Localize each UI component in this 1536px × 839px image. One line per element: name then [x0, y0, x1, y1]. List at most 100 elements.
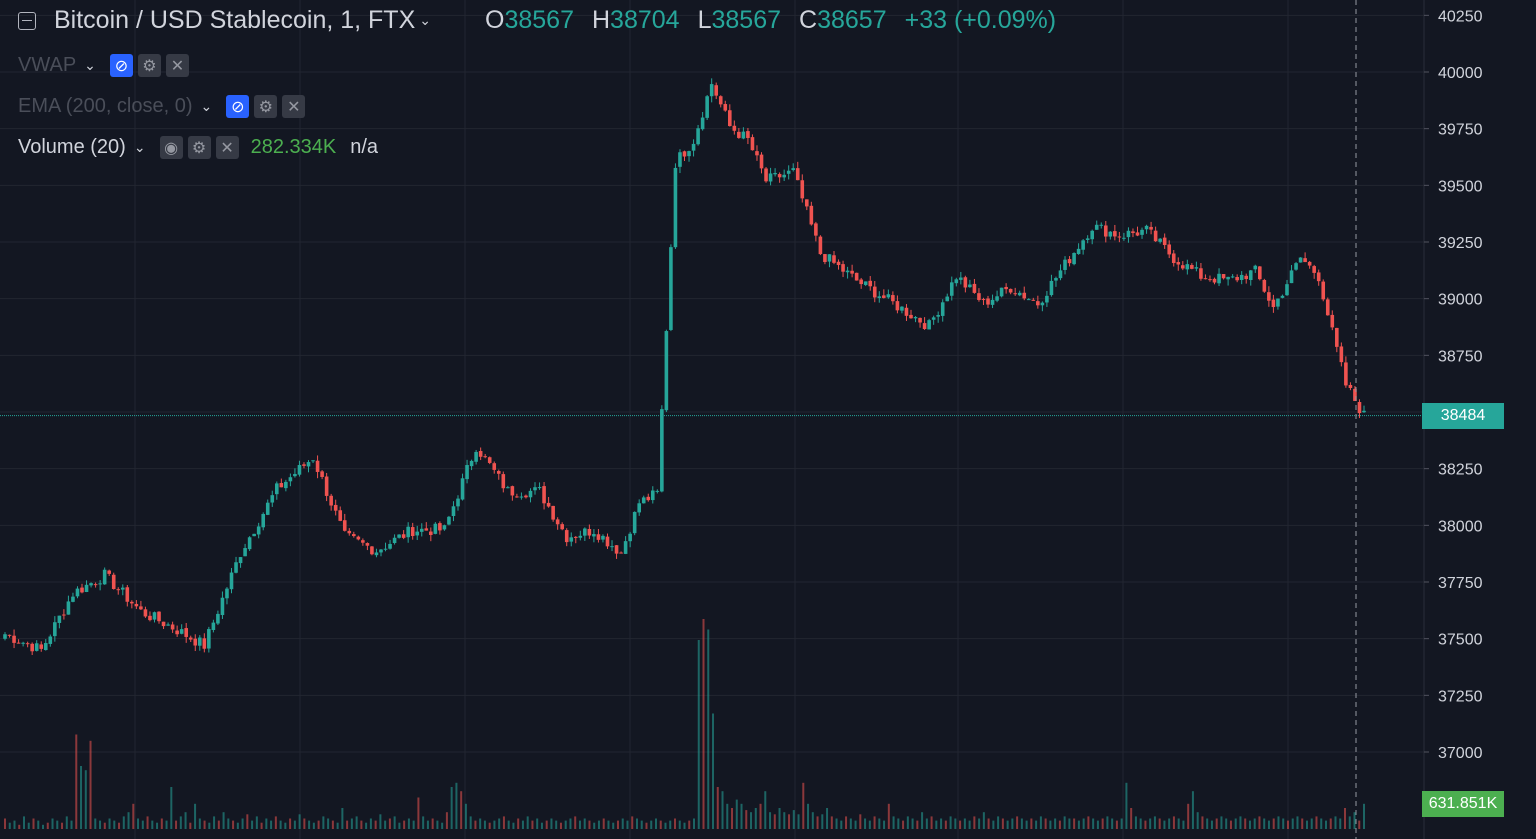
- ema-label[interactable]: EMA (200, close, 0): [18, 95, 193, 117]
- volume-bar: [1149, 818, 1152, 829]
- candle: [197, 635, 202, 651]
- candle: [1344, 356, 1348, 388]
- candle: [1131, 228, 1135, 238]
- eye-icon[interactable]: ◉: [159, 136, 183, 159]
- candle: [30, 642, 34, 656]
- indicator-ema[interactable]: EMA (200, close, 0) ⌄ ⊘ ⚙ ✕: [18, 95, 306, 118]
- settings-gear-icon[interactable]: ⚙: [137, 54, 161, 77]
- volume-bar: [312, 822, 315, 829]
- candle-body: [882, 295, 886, 298]
- chevron-down-icon[interactable]: ⌄: [133, 139, 146, 155]
- candle: [247, 536, 252, 552]
- indicator-vwap[interactable]: VWAP ⌄ ⊘ ⚙ ✕: [18, 54, 189, 77]
- settings-gear-icon[interactable]: ⚙: [254, 95, 278, 118]
- candle-body: [229, 572, 234, 590]
- candle-body: [1054, 278, 1058, 281]
- settings-gear-icon[interactable]: ⚙: [187, 136, 211, 159]
- vwap-label[interactable]: VWAP: [18, 54, 77, 76]
- volume-bar: [203, 820, 206, 829]
- volume-bar: [1310, 818, 1313, 829]
- candle: [927, 318, 931, 330]
- volume-bar: [42, 824, 45, 829]
- candle-body: [1353, 388, 1357, 401]
- volume-bar: [892, 816, 895, 829]
- candle-body: [1276, 298, 1280, 307]
- volume-bar: [1258, 816, 1261, 829]
- candle: [1113, 224, 1117, 241]
- visibility-off-icon[interactable]: ⊘: [226, 95, 250, 118]
- candle: [773, 168, 777, 177]
- candle-body: [524, 495, 528, 498]
- candle-body: [877, 296, 882, 298]
- candle-body: [252, 533, 256, 537]
- candle: [800, 174, 805, 203]
- volume-bar: [1068, 818, 1071, 829]
- candlesticks: [3, 78, 1366, 656]
- volume-bar: [1296, 816, 1299, 829]
- volume-bar: [46, 822, 49, 829]
- volume-bar: [488, 822, 491, 829]
- candle: [1185, 259, 1190, 275]
- chevron-down-icon[interactable]: ⌄: [84, 57, 96, 73]
- candle-body: [1339, 346, 1344, 363]
- candle-body: [619, 552, 623, 554]
- candle: [601, 534, 605, 543]
- candle: [637, 499, 641, 516]
- candle: [1294, 261, 1298, 271]
- volume-bar: [683, 822, 686, 829]
- price-axis[interactable]: 40250 40000 39750 39500 39250 39000 38750 38250…: [1424, 8, 1483, 762]
- axis-tick-label: 39750: [1438, 122, 1483, 139]
- volume-bar: [1020, 818, 1023, 829]
- volume-bar: [322, 816, 325, 829]
- candle: [515, 493, 519, 498]
- candle-body: [728, 110, 732, 127]
- candle: [1335, 327, 1339, 353]
- candle: [361, 538, 365, 546]
- candle: [854, 272, 859, 281]
- volume-bar: [137, 818, 140, 829]
- volume-bar: [1101, 818, 1104, 829]
- remove-close-icon[interactable]: ✕: [282, 95, 306, 118]
- candle-body: [918, 317, 922, 323]
- remove-close-icon[interactable]: ✕: [165, 54, 189, 77]
- chevron-down-icon[interactable]: ⌄: [419, 12, 431, 28]
- symbol-title[interactable]: Bitcoin / USD Stablecoin, 1, FTX: [54, 6, 416, 34]
- volume-label[interactable]: Volume (20): [18, 136, 126, 158]
- candle-body: [1122, 237, 1126, 239]
- volume-bar: [925, 818, 928, 829]
- remove-close-icon[interactable]: ✕: [215, 136, 239, 159]
- volume-bar: [51, 818, 54, 829]
- chevron-down-icon[interactable]: ⌄: [200, 98, 213, 114]
- candle-body: [48, 636, 53, 644]
- visibility-off-icon[interactable]: ⊘: [109, 54, 133, 77]
- volume-bar: [835, 818, 838, 829]
- candle-body: [1072, 253, 1076, 265]
- candle: [945, 293, 950, 302]
- candle-body: [755, 151, 759, 156]
- volume-bar: [1115, 820, 1118, 829]
- collapse-legend-icon[interactable]: [18, 11, 36, 30]
- candle-body: [66, 601, 71, 615]
- candle-body: [632, 511, 637, 534]
- volume-bar: [75, 734, 78, 829]
- candle: [909, 309, 913, 319]
- candle-body: [1099, 224, 1104, 226]
- candle: [904, 304, 909, 321]
- candle: [148, 611, 152, 622]
- volume-bar: [502, 816, 505, 829]
- volume-bar: [731, 808, 734, 829]
- volume-bar: [355, 816, 358, 829]
- candle: [34, 640, 39, 652]
- volume-bar: [583, 818, 586, 829]
- candle: [130, 600, 134, 609]
- candle-body: [365, 543, 370, 546]
- volume-bar: [1153, 816, 1156, 829]
- candle: [496, 469, 501, 480]
- volume-bar: [255, 816, 258, 829]
- indicator-volume[interactable]: Volume (20) ⌄ ◉ ⚙ ✕ 282.334K n/a: [18, 136, 378, 159]
- candle-body: [193, 638, 198, 646]
- candle: [682, 150, 687, 162]
- volume-bar: [346, 820, 349, 829]
- candle: [555, 517, 560, 530]
